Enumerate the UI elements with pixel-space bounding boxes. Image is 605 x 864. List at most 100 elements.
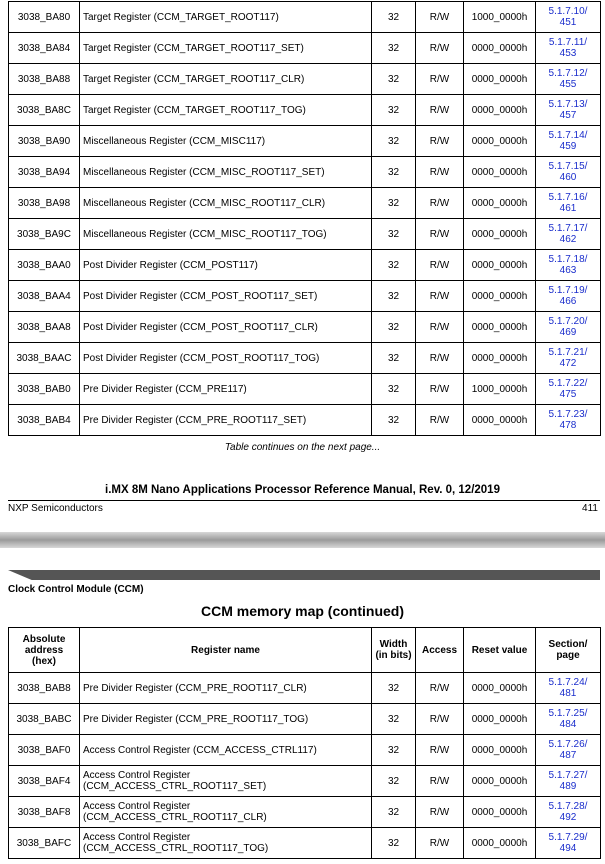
section-cell: 5.1.7.15/460	[535, 156, 601, 188]
page-link[interactable]: 484	[559, 719, 577, 730]
section-link[interactable]: 5.1.7.13/	[548, 99, 588, 110]
table-row: 3038_BA94 Miscellaneous Register (CCM_MIS…	[8, 156, 601, 188]
table-row: 3038_BA90 Miscellaneous Register (CCM_MIS…	[8, 125, 601, 157]
page-link[interactable]: 455	[559, 79, 577, 90]
width-cell: 32	[371, 63, 416, 95]
section-link[interactable]: 5.1.7.25/	[548, 708, 588, 719]
header-row: Absolute address (hex) Register name Width…	[8, 627, 601, 673]
name-cell: Target Register (CCM_TARGET_ROOT117)	[79, 1, 372, 33]
page-link[interactable]: 460	[559, 172, 577, 183]
width-cell: 32	[371, 94, 416, 126]
page-link[interactable]: 462	[559, 234, 577, 245]
reset-cell: 1000_0000h	[463, 1, 536, 33]
name-cell: Miscellaneous Register (CCM_MISC117)	[79, 125, 372, 157]
header-cell: Register name	[79, 627, 372, 673]
width-cell: 32	[371, 218, 416, 250]
access-cell: R/W	[415, 404, 464, 436]
header-cell: Reset value	[463, 627, 536, 673]
continued-note: Table continues on the next page...	[224, 442, 381, 453]
name-cell: Pre Divider Register (CCM_PRE117)	[79, 373, 372, 405]
page-link[interactable]: 492	[559, 812, 577, 823]
section-link[interactable]: 5.1.7.10/	[548, 6, 588, 17]
table-row: 3038_BAA8 Post Divider Register (CCM_POST…	[8, 311, 601, 343]
address-cell: 3038_BABC	[8, 703, 80, 735]
name-cell: Target Register (CCM_TARGET_ROOT117_TOG)	[79, 94, 372, 126]
section-link[interactable]: 5.1.7.12/	[548, 68, 588, 79]
address-cell: 3038_BAAC	[8, 342, 80, 374]
width-cell: 32	[371, 311, 416, 343]
section-link[interactable]: 5.1.7.19/	[548, 285, 588, 296]
address-cell: 3038_BA88	[8, 63, 80, 95]
section-link[interactable]: 5.1.7.14/	[548, 130, 588, 141]
address-cell: 3038_BA9C	[8, 218, 80, 250]
table-row: 3038_BAAC Post Divider Register (CCM_POST…	[8, 342, 601, 374]
name-cell: Target Register (CCM_TARGET_ROOT117_SET)	[79, 32, 372, 64]
page-link[interactable]: 472	[559, 358, 577, 369]
address-cell: 3038_BAF8	[8, 796, 80, 828]
address-cell: 3038_BAB4	[8, 404, 80, 436]
page-link[interactable]: 478	[559, 420, 577, 431]
reset-cell: 0000_0000h	[463, 125, 536, 157]
table-row: 3038_BA84 Target Register (CCM_TARGET_ROO…	[8, 32, 601, 64]
header-cell: Section/ page	[535, 627, 601, 673]
section-link[interactable]: 5.1.7.24/	[548, 677, 588, 688]
page-link[interactable]: 453	[559, 48, 577, 59]
header-cell: Width (in bits)	[371, 627, 416, 673]
page-link[interactable]: 463	[559, 265, 577, 276]
section-link[interactable]: 5.1.7.16/	[548, 192, 588, 203]
section-link[interactable]: 5.1.7.17/	[548, 223, 588, 234]
section-link[interactable]: 5.1.7.22/	[548, 378, 588, 389]
access-cell: R/W	[415, 125, 464, 157]
section-link[interactable]: 5.1.7.27/	[548, 770, 588, 781]
access-cell: R/W	[415, 311, 464, 343]
reset-cell: 0000_0000h	[463, 63, 536, 95]
address-cell: 3038_BAFC	[8, 827, 80, 859]
page-link[interactable]: 494	[559, 843, 577, 854]
address-cell: 3038_BAB8	[8, 672, 80, 704]
section-link[interactable]: 5.1.7.20/	[548, 316, 588, 327]
access-cell: R/W	[415, 672, 464, 704]
page-link[interactable]: 489	[559, 781, 577, 792]
access-cell: R/W	[415, 734, 464, 766]
table-row: 3038_BAA4 Post Divider Register (CCM_POST…	[8, 280, 601, 312]
page-link[interactable]: 469	[559, 327, 577, 338]
width-cell: 32	[371, 125, 416, 157]
name-cell: Target Register (CCM_TARGET_ROOT117_CLR)	[79, 63, 372, 95]
section-link[interactable]: 5.1.7.26/	[548, 739, 588, 750]
section-cell: 5.1.7.28/492	[535, 796, 601, 828]
page-link[interactable]: 461	[559, 203, 577, 214]
page-link[interactable]: 457	[559, 110, 577, 121]
section-link[interactable]: 5.1.7.18/	[548, 254, 588, 265]
page-link[interactable]: 451	[559, 17, 577, 28]
reset-cell: 0000_0000h	[463, 404, 536, 436]
table-row: 3038_BAF4 Access Control Register (CCM_ACC…	[8, 765, 601, 797]
access-cell: R/W	[415, 373, 464, 405]
address-cell: 3038_BAB0	[8, 373, 80, 405]
access-cell: R/W	[415, 187, 464, 219]
page-link[interactable]: 475	[559, 389, 577, 400]
page-link[interactable]: 487	[559, 750, 577, 761]
section-link[interactable]: 5.1.7.21/	[548, 347, 588, 358]
table-title: CCM memory map (continued)	[200, 603, 404, 619]
section-link[interactable]: 5.1.7.15/	[548, 161, 588, 172]
width-cell: 32	[371, 280, 416, 312]
name-line: Access Control Register	[83, 801, 191, 812]
section-link[interactable]: 5.1.7.29/	[548, 832, 588, 843]
name-line: (CCM_ACCESS_CTRL_ROOT117_SET)	[83, 781, 267, 792]
page-link[interactable]: 481	[559, 688, 577, 699]
section-link[interactable]: 5.1.7.23/	[548, 409, 588, 420]
name-cell: Pre Divider Register (CCM_PRE_ROOT117_TO…	[79, 703, 372, 735]
access-cell: R/W	[415, 796, 464, 828]
table-row: 3038_BA9C Miscellaneous Register (CCM_MIS…	[8, 218, 601, 250]
name-cell: Post Divider Register (CCM_POST_ROOT117_…	[79, 342, 372, 374]
page-link[interactable]: 459	[559, 141, 577, 152]
section-link[interactable]: 5.1.7.28/	[548, 801, 588, 812]
section-link[interactable]: 5.1.7.11/	[548, 37, 588, 48]
address-cell: 3038_BAF0	[8, 734, 80, 766]
reset-cell: 1000_0000h	[463, 373, 536, 405]
page-link[interactable]: 466	[559, 296, 577, 307]
reset-cell: 0000_0000h	[463, 703, 536, 735]
table-row: 3038_BA88 Target Register (CCM_TARGET_ROO…	[8, 63, 601, 95]
reset-cell: 0000_0000h	[463, 827, 536, 859]
